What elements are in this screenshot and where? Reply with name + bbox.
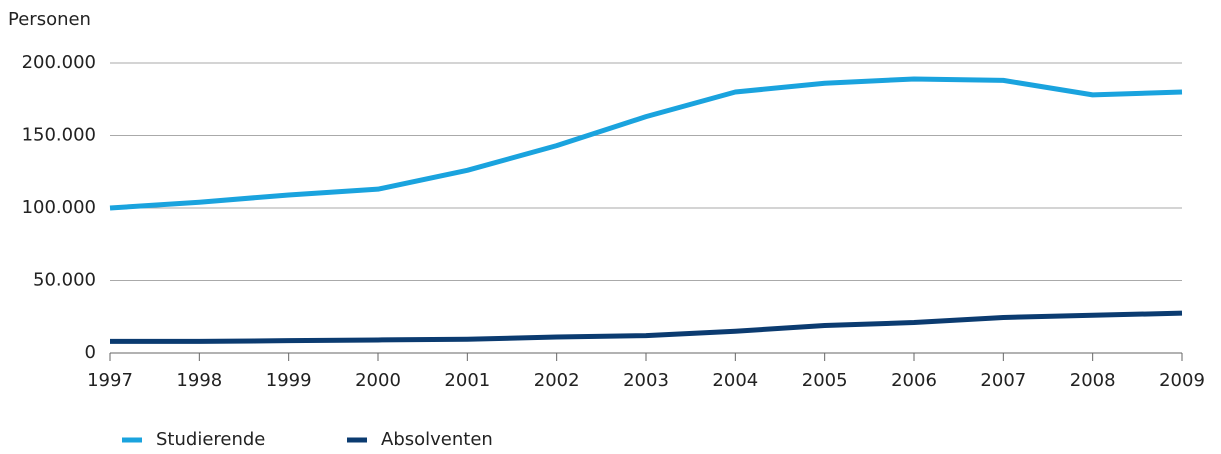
- x-tick-label: 2005: [802, 370, 848, 391]
- x-tick-label: 2004: [712, 370, 758, 391]
- y-tick-label: 100.000: [22, 197, 96, 218]
- x-tick-label: 2001: [444, 370, 490, 391]
- x-tick-label: 2000: [355, 370, 401, 391]
- line-series: [110, 310, 1183, 344]
- y-axis-label: Personen: [8, 9, 91, 30]
- x-tick-label: 1999: [266, 370, 312, 391]
- x-tick-label: 2003: [623, 370, 669, 391]
- x-tick-label: 2002: [534, 370, 580, 391]
- y-tick-label: 0: [85, 342, 96, 363]
- x-tick-label: 2007: [980, 370, 1026, 391]
- y-tick-label: 200.000: [22, 52, 96, 73]
- x-tick-label: 2009: [1159, 370, 1205, 391]
- legend-label: Studierende: [156, 429, 265, 450]
- x-tick-label: 1997: [87, 370, 133, 391]
- y-tick-label: 50.000: [33, 270, 96, 291]
- legend-label: Absolventen: [381, 429, 493, 450]
- y-tick-label: 150.000: [22, 125, 96, 146]
- x-tick-label: 2006: [891, 370, 937, 391]
- x-tick-label: 1998: [176, 370, 222, 391]
- line-series: [109, 76, 1183, 211]
- x-tick-label: 2008: [1070, 370, 1116, 391]
